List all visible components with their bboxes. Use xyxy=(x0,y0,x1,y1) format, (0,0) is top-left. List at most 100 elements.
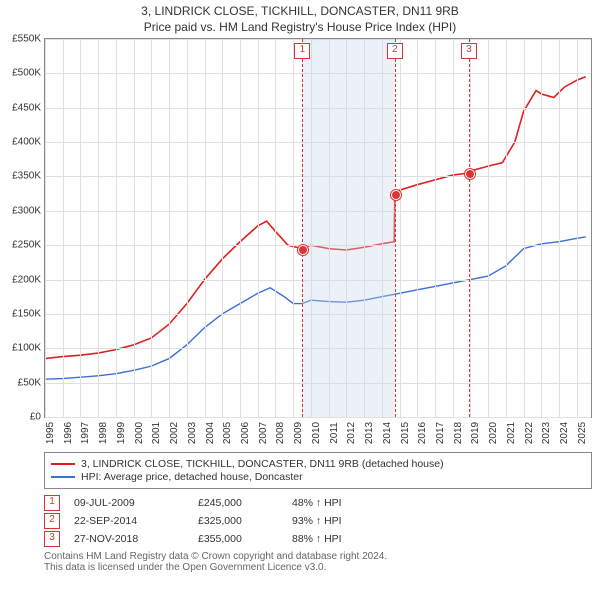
x-axis-label: 2023 xyxy=(541,422,552,444)
y-axis-label: £400K xyxy=(12,137,41,148)
gridline-v xyxy=(258,39,259,417)
x-axis-label: 2011 xyxy=(329,422,340,444)
gridline-v xyxy=(63,39,64,417)
event-row: 327-NOV-2018£355,00088% ↑ HPI xyxy=(44,531,592,547)
x-axis-label: 2022 xyxy=(524,422,535,444)
y-axis-label: £250K xyxy=(12,240,41,251)
event-line xyxy=(395,39,396,417)
x-axis-label: 1996 xyxy=(63,422,74,444)
gridline-v xyxy=(98,39,99,417)
legend-row: 3, LINDRICK CLOSE, TICKHILL, DONCASTER, … xyxy=(51,458,585,470)
gridline-v xyxy=(400,39,401,417)
legend-swatch xyxy=(51,476,75,478)
event-line xyxy=(469,39,470,417)
footer: Contains HM Land Registry data © Crown c… xyxy=(44,551,592,573)
event-row-hpi: 48% ↑ HPI xyxy=(292,497,342,509)
x-axis-label: 2021 xyxy=(506,422,517,444)
x-axis-label: 2018 xyxy=(453,422,464,444)
x-axis-label: 2004 xyxy=(205,422,216,444)
x-axis-label: 2016 xyxy=(417,422,428,444)
y-axis-label: £0 xyxy=(30,412,41,423)
gridline-v xyxy=(577,39,578,417)
x-axis-label: 2015 xyxy=(400,422,411,444)
gridline-v xyxy=(151,39,152,417)
x-axis-label: 2002 xyxy=(169,422,180,444)
x-axis-label: 2000 xyxy=(134,422,145,444)
event-row-date: 27-NOV-2018 xyxy=(74,533,184,545)
y-axis-label: £200K xyxy=(12,274,41,285)
legend-row: HPI: Average price, detached house, Donc… xyxy=(51,471,585,483)
gridline-v xyxy=(134,39,135,417)
gridline-v xyxy=(169,39,170,417)
footer-line-1: Contains HM Land Registry data © Crown c… xyxy=(44,551,592,562)
x-axis-label: 2008 xyxy=(275,422,286,444)
x-axis-label: 2019 xyxy=(470,422,481,444)
event-row-num: 3 xyxy=(44,531,60,547)
legend-swatch xyxy=(51,463,75,465)
event-row: 222-SEP-2014£325,00093% ↑ HPI xyxy=(44,513,592,529)
events-table: 109-JUL-2009£245,00048% ↑ HPI222-SEP-201… xyxy=(44,495,592,547)
x-axis-label: 2024 xyxy=(559,422,570,444)
x-axis-label: 2003 xyxy=(187,422,198,444)
event-row-hpi: 88% ↑ HPI xyxy=(292,533,342,545)
y-axis-label: £150K xyxy=(12,308,41,319)
gridline-v xyxy=(453,39,454,417)
x-axis-label: 2006 xyxy=(240,422,251,444)
title-line-2: Price paid vs. HM Land Registry's House … xyxy=(0,18,600,38)
x-axis-label: 2025 xyxy=(577,422,588,444)
price-chart: £0£50K£100K£150K£200K£250K£300K£350K£400… xyxy=(44,38,592,418)
y-axis-label: £550K xyxy=(12,34,41,45)
gridline-v xyxy=(240,39,241,417)
gridline-v xyxy=(275,39,276,417)
gridline-h xyxy=(45,417,591,418)
gridline-v xyxy=(470,39,471,417)
event-row-date: 22-SEP-2014 xyxy=(74,515,184,527)
y-axis-label: £350K xyxy=(12,171,41,182)
event-row-date: 09-JUL-2009 xyxy=(74,497,184,509)
x-axis-label: 2005 xyxy=(222,422,233,444)
event-band xyxy=(302,39,394,417)
x-axis-label: 2017 xyxy=(435,422,446,444)
x-axis-label: 2001 xyxy=(151,422,162,444)
gridline-v xyxy=(541,39,542,417)
gridline-v xyxy=(524,39,525,417)
event-dot xyxy=(465,169,475,179)
event-marker-label: 1 xyxy=(294,43,310,59)
legend-label: 3, LINDRICK CLOSE, TICKHILL, DONCASTER, … xyxy=(81,458,444,470)
x-axis-label: 2009 xyxy=(293,422,304,444)
event-line xyxy=(302,39,303,417)
gridline-v xyxy=(187,39,188,417)
gridline-v xyxy=(293,39,294,417)
x-axis-label: 2007 xyxy=(258,422,269,444)
x-axis-label: 2010 xyxy=(311,422,322,444)
legend: 3, LINDRICK CLOSE, TICKHILL, DONCASTER, … xyxy=(44,452,592,489)
gridline-v xyxy=(45,39,46,417)
y-axis-label: £500K xyxy=(12,68,41,79)
y-axis-label: £50K xyxy=(18,377,41,388)
y-axis-label: £300K xyxy=(12,205,41,216)
footer-line-2: This data is licensed under the Open Gov… xyxy=(44,562,592,573)
y-axis-label: £450K xyxy=(12,102,41,113)
x-axis-label: 2012 xyxy=(346,422,357,444)
y-axis-label: £100K xyxy=(12,343,41,354)
x-axis-label: 2014 xyxy=(382,422,393,444)
gridline-v xyxy=(506,39,507,417)
x-axis-label: 2013 xyxy=(364,422,375,444)
event-row: 109-JUL-2009£245,00048% ↑ HPI xyxy=(44,495,592,511)
x-axis-label: 1997 xyxy=(80,422,91,444)
gridline-v xyxy=(488,39,489,417)
gridline-v xyxy=(417,39,418,417)
event-marker-label: 2 xyxy=(387,43,403,59)
event-row-hpi: 93% ↑ HPI xyxy=(292,515,342,527)
event-marker-label: 3 xyxy=(461,43,477,59)
gridline-v xyxy=(559,39,560,417)
gridline-v xyxy=(435,39,436,417)
legend-label: HPI: Average price, detached house, Donc… xyxy=(81,471,303,483)
x-axis-label: 1999 xyxy=(116,422,127,444)
event-dot xyxy=(298,245,308,255)
gridline-v xyxy=(222,39,223,417)
gridline-v xyxy=(116,39,117,417)
event-row-num: 1 xyxy=(44,495,60,511)
gridline-v xyxy=(80,39,81,417)
event-row-num: 2 xyxy=(44,513,60,529)
